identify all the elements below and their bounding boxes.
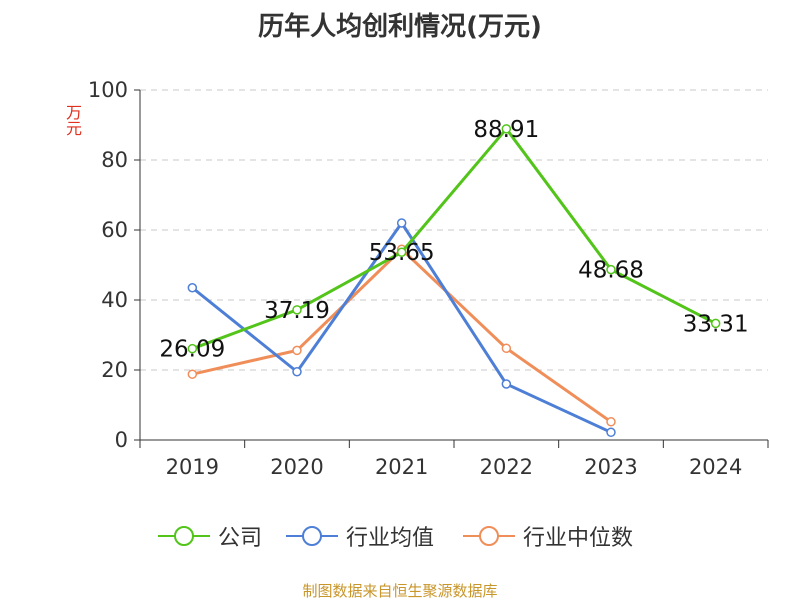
data-label: 53.65 <box>369 240 435 266</box>
data-point <box>187 369 198 379</box>
data-point <box>606 264 616 275</box>
x-tick-label: 2022 <box>480 455 533 479</box>
y-tick-label: 0 <box>115 428 128 452</box>
data-point <box>606 427 616 438</box>
data-label: 33.31 <box>683 311 749 337</box>
data-label: 37.19 <box>264 298 330 324</box>
legend-marker-icon <box>158 526 210 546</box>
series-line <box>191 127 717 351</box>
x-tick-label: 2019 <box>166 455 219 479</box>
y-tick-label: 60 <box>101 218 128 242</box>
data-source: 制图数据来自恒生聚源数据库 <box>302 582 498 600</box>
legend-item-industry-median[interactable]: 行业中位数 <box>463 520 633 552</box>
y-tick-label: 80 <box>101 148 128 172</box>
data-label: 26.09 <box>159 337 225 363</box>
x-tick-label: 2024 <box>689 455 742 479</box>
x-tick-label: 2020 <box>270 455 323 479</box>
legend-label: 行业均值 <box>346 526 435 551</box>
y-tick-label: 20 <box>101 358 128 382</box>
series-line <box>192 247 612 424</box>
data-point <box>501 343 512 354</box>
legend: 公司 行业均值 行业中位数 <box>0 520 800 552</box>
legend-item-company[interactable]: 公司 <box>158 520 262 552</box>
legend-label: 公司 <box>218 526 263 551</box>
data-point <box>187 283 198 293</box>
data-point <box>710 318 721 329</box>
legend-item-industry-mean[interactable]: 行业均值 <box>286 520 434 552</box>
data-point <box>396 247 407 257</box>
legend-marker-icon <box>286 526 338 546</box>
data-label: 48.68 <box>578 258 644 284</box>
legend-marker-icon <box>463 526 515 546</box>
chart-title: 历年人均创利情况(万元) <box>258 12 542 42</box>
y-tick-label: 100 <box>88 78 128 102</box>
data-point <box>396 218 407 228</box>
x-tick-label: 2021 <box>375 455 428 479</box>
data-point <box>187 343 198 354</box>
data-label: 88.91 <box>473 117 539 143</box>
data-point <box>292 367 302 377</box>
data-point <box>292 345 302 356</box>
legend-label: 行业中位数 <box>523 526 634 551</box>
y-tick-label: 40 <box>101 288 128 312</box>
x-tick-label: 2023 <box>584 455 637 479</box>
data-point <box>292 305 302 315</box>
data-point <box>501 379 512 389</box>
data-point <box>606 417 616 427</box>
data-point <box>501 124 512 134</box>
y-axis-unit: 万元 <box>63 104 82 136</box>
